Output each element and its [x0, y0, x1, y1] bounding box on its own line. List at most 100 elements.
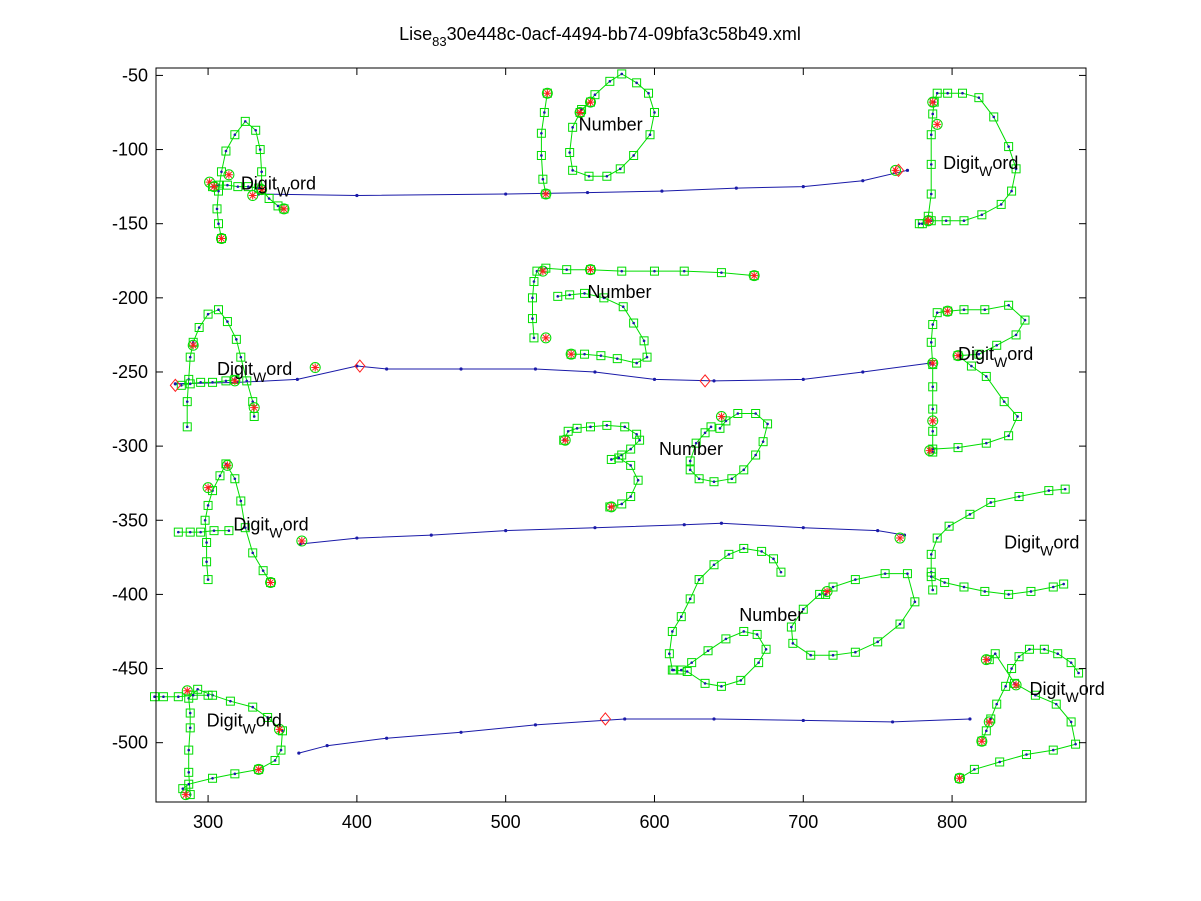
x-tick-label: 500	[491, 812, 521, 832]
stroke-point-dot	[720, 271, 723, 274]
stroke-point-dot	[1007, 593, 1010, 596]
stroke-point-marker	[1004, 142, 1014, 152]
stroke-point-dot	[931, 385, 935, 389]
stroke-point-dot	[935, 91, 939, 95]
stroke-point-dot	[956, 446, 960, 449]
stroke-point-dot	[688, 468, 692, 472]
stroke-point-marker	[1044, 486, 1054, 496]
stroke-point-dot	[206, 578, 210, 581]
stroke-point-dot	[602, 296, 606, 300]
stroke-point-dot	[206, 504, 210, 507]
baseline-point	[593, 370, 597, 374]
stroke-point-dot	[205, 560, 208, 564]
stroke-point-dot	[236, 185, 240, 188]
baseline-point	[533, 367, 538, 371]
stroke-point-marker	[1014, 492, 1024, 502]
baseline-point	[593, 526, 597, 530]
stroke-point-marker	[694, 474, 704, 484]
annotation-base: Digit	[943, 153, 979, 173]
stroke-point-dot	[818, 593, 821, 596]
stroke-point-dot	[179, 384, 183, 387]
stroke-point-marker	[185, 527, 195, 537]
y-tick-label: -100	[112, 140, 148, 160]
stroke-point-marker	[739, 465, 749, 475]
stroke-point-marker	[974, 93, 984, 103]
stroke-point-marker	[580, 288, 590, 298]
star-marker	[584, 96, 596, 108]
stroke-point-marker	[769, 554, 779, 564]
stroke-point-marker	[664, 649, 674, 659]
annotation-rest: ord	[256, 710, 282, 730]
star-marker	[1010, 679, 1022, 691]
stroke-point-marker	[1026, 586, 1036, 596]
stroke-point-marker	[243, 182, 253, 192]
stroke-point-marker	[273, 201, 283, 211]
stroke-point-marker	[184, 767, 194, 777]
stroke-point-dot	[635, 81, 638, 85]
stroke-point-dot	[254, 128, 257, 132]
annotation-subscript: W	[1040, 542, 1054, 558]
stroke-point-marker	[757, 546, 767, 556]
star-marker	[229, 375, 241, 387]
stroke-point-marker	[1013, 411, 1023, 421]
stroke-line-11	[689, 413, 769, 483]
stroke-point-marker	[527, 293, 537, 303]
baseline-point	[712, 379, 716, 383]
diamond-marker	[699, 374, 711, 388]
stroke-point-marker	[212, 204, 222, 214]
diamond-marker	[354, 359, 366, 373]
stroke-point-marker	[763, 419, 773, 429]
stroke-point-dot	[727, 553, 731, 556]
star-marker	[247, 190, 259, 202]
stroke-point-dot	[962, 585, 966, 589]
stroke-point-dot	[636, 478, 640, 482]
diamond-marker	[599, 712, 612, 726]
stroke-point-dot	[720, 685, 723, 688]
stroke-point-dot	[540, 154, 543, 157]
stroke-point-marker	[981, 371, 991, 381]
stroke-point-marker	[1007, 664, 1017, 674]
stroke-point-marker	[599, 293, 609, 303]
stroke-point-dot	[217, 308, 220, 312]
stroke-point-dot	[898, 622, 902, 626]
annotation-rest: ord	[266, 359, 292, 379]
stroke-point-dot	[620, 269, 624, 273]
stroke-point-dot	[617, 456, 621, 460]
baseline-point	[385, 367, 389, 371]
stroke-point-marker	[150, 692, 160, 702]
stroke-point-marker	[562, 265, 572, 275]
stroke-point-marker	[981, 438, 991, 448]
stroke-point-marker	[615, 164, 625, 174]
annotation-base: Digit	[958, 344, 994, 364]
stroke-point-marker	[736, 675, 746, 685]
stroke-point-marker	[806, 650, 816, 660]
baseline-point	[459, 367, 463, 371]
stroke-point-dot	[205, 541, 208, 544]
star-marker	[976, 735, 988, 747]
annotation-rest: ord	[290, 174, 316, 194]
stroke-point-dot	[177, 530, 180, 534]
stroke-point-marker	[980, 586, 990, 596]
baseline-point	[719, 521, 724, 525]
stroke-point-dot	[224, 379, 228, 383]
star-marker	[983, 716, 995, 728]
stroke-point-dot	[989, 501, 993, 504]
stroke-point-marker	[264, 193, 274, 203]
stroke-point-marker	[200, 515, 210, 525]
stroke-point-marker	[185, 723, 195, 733]
star-marker	[954, 772, 966, 784]
stroke-point-dot	[620, 502, 624, 506]
stroke-point-dot	[239, 499, 243, 503]
stroke-point-dot	[947, 524, 951, 528]
stroke-point-dot	[977, 96, 981, 99]
stroke-point-marker	[203, 309, 213, 319]
star-marker	[265, 577, 277, 589]
stroke-point-dot	[977, 352, 981, 356]
stroke-point-dot	[703, 431, 707, 435]
star-marker	[565, 348, 577, 360]
stroke-point-dot	[629, 447, 632, 451]
stroke-point-marker	[536, 128, 546, 138]
stroke-point-marker	[184, 745, 194, 755]
stroke-point-marker	[185, 379, 195, 389]
annotation-base: Number	[579, 114, 643, 134]
